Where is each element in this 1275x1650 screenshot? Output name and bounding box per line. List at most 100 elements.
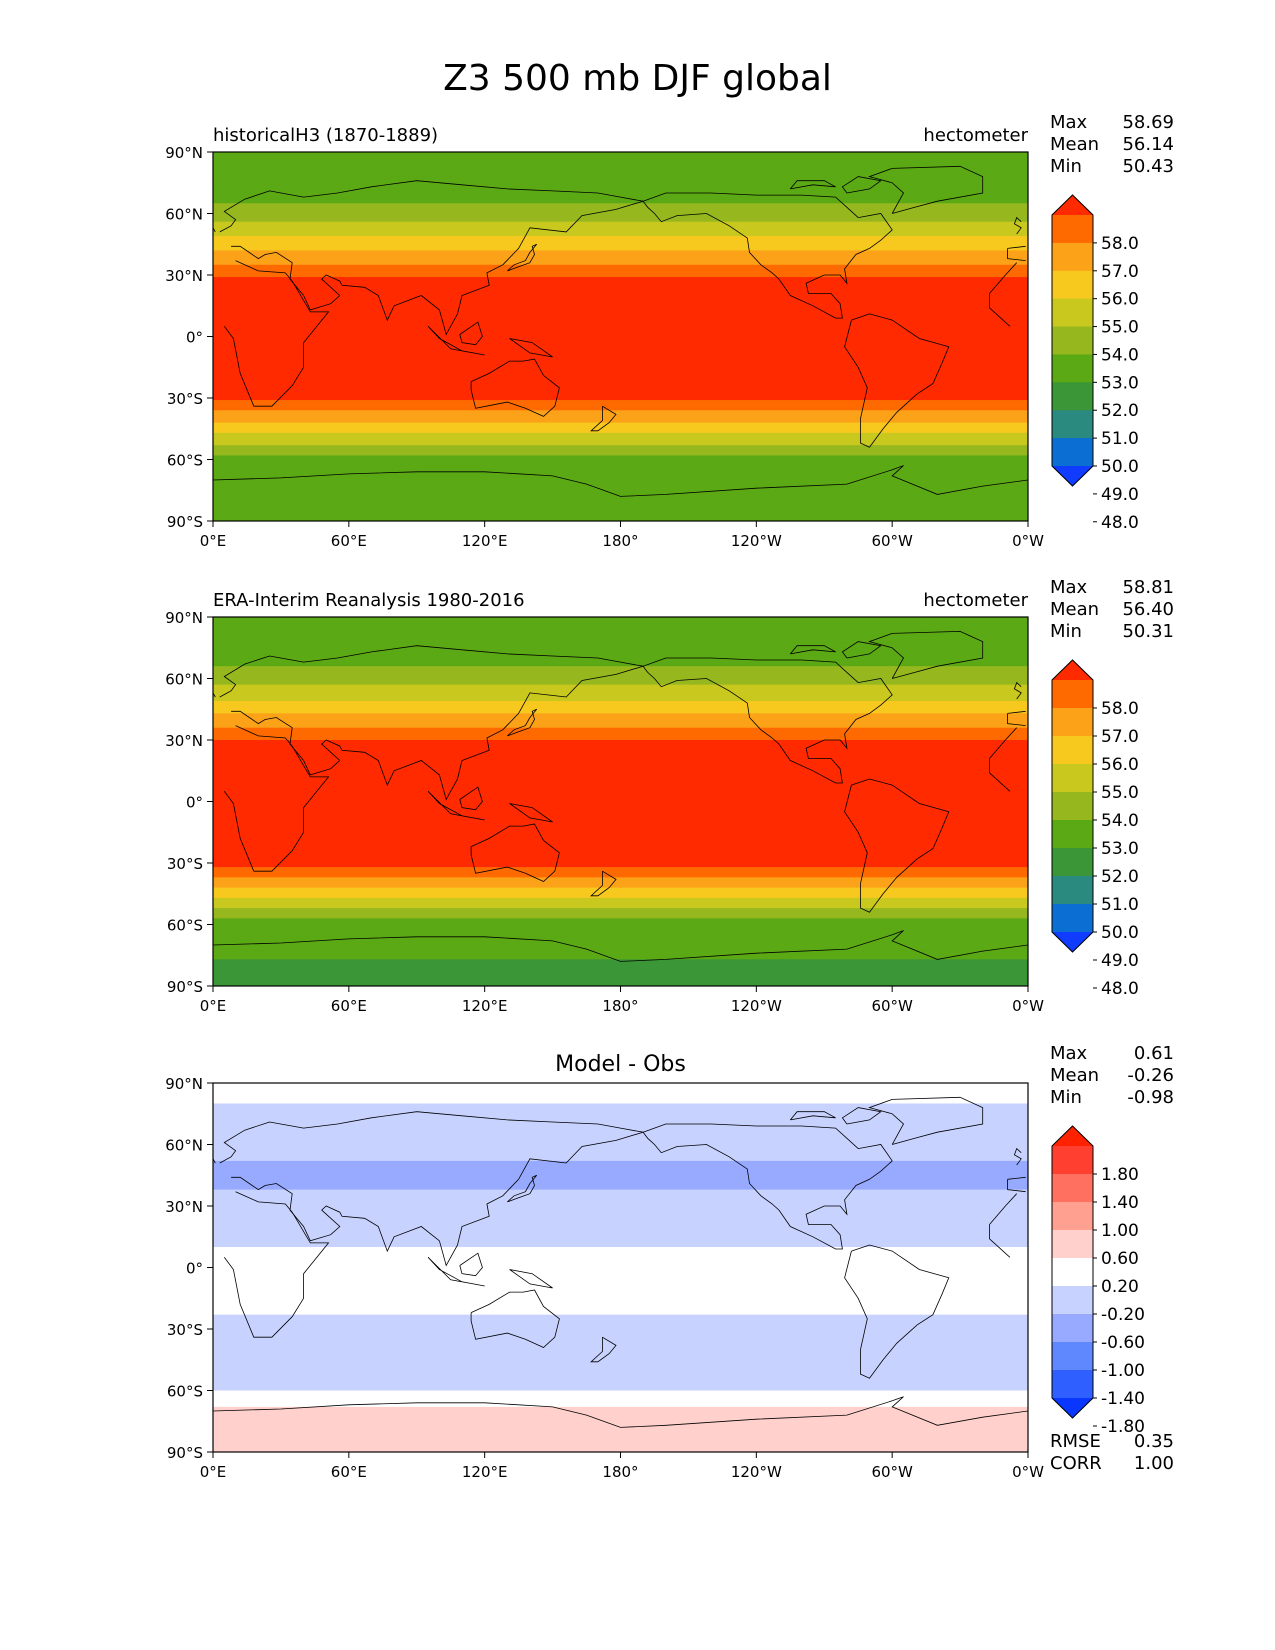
field-band <box>213 717 1028 721</box>
colorbar-segment <box>1052 1146 1093 1175</box>
field-band <box>213 891 1028 895</box>
field-band <box>213 1275 1028 1279</box>
field-band <box>213 922 1028 926</box>
field-band <box>213 252 1028 256</box>
colorbar-tick-label: 57.0 <box>1101 727 1139 747</box>
field-band <box>213 469 1028 473</box>
field-band <box>213 197 1028 200</box>
field-band <box>213 336 1028 340</box>
colorbar-segment <box>1052 904 1093 933</box>
field-band <box>213 809 1028 813</box>
field-band <box>213 1333 1028 1336</box>
colorbar-tick-label: 55.0 <box>1101 783 1139 803</box>
field-band <box>213 1380 1028 1383</box>
field-band <box>213 1406 1028 1410</box>
field-band <box>213 1349 1028 1353</box>
field-band <box>213 422 1028 426</box>
field-band <box>213 414 1028 418</box>
field-band <box>213 750 1028 753</box>
field-band <box>213 916 1028 919</box>
field-band <box>213 473 1028 477</box>
field-band <box>213 1372 1028 1375</box>
field-band <box>213 311 1028 315</box>
field-band <box>213 721 1028 725</box>
stat-value: 56.14 <box>1122 134 1174 155</box>
y-tick-label: 60°N <box>165 671 203 689</box>
field-band <box>213 482 1028 485</box>
field-band <box>213 156 1028 159</box>
colorbar-tick-label: 51.0 <box>1101 429 1139 449</box>
field-band <box>213 789 1028 792</box>
field-band <box>213 1411 1028 1414</box>
field-band <box>213 1281 1028 1285</box>
field-band <box>213 723 1028 727</box>
field-band <box>213 307 1028 311</box>
colorbar-tick-label: 53.0 <box>1101 373 1139 393</box>
field-band <box>213 496 1028 500</box>
field-band <box>213 1343 1028 1346</box>
field-band <box>213 1341 1028 1344</box>
field-band <box>213 303 1028 307</box>
field-band <box>213 190 1028 194</box>
y-tick-label: 60°S <box>167 917 203 935</box>
field-band <box>213 1085 1028 1088</box>
field-band <box>213 629 1028 632</box>
field-band <box>213 277 1028 280</box>
x-tick-label: 60°W <box>871 1463 913 1481</box>
field-band <box>213 490 1028 493</box>
field-band <box>213 275 1028 278</box>
field-band <box>213 510 1028 514</box>
stat-label: Max <box>1050 577 1088 598</box>
field-band <box>213 1345 1028 1349</box>
field-band <box>213 436 1028 440</box>
field-band <box>213 1083 1028 1086</box>
field-band <box>213 973 1028 977</box>
colorbar-segment <box>1052 820 1093 849</box>
coastline <box>507 243 538 272</box>
field-band <box>213 398 1028 401</box>
field-band <box>213 182 1028 186</box>
field-band <box>213 184 1028 188</box>
field-bands <box>213 1083 1028 1452</box>
field-band <box>213 1103 1028 1107</box>
field-band <box>213 621 1028 624</box>
field-band <box>213 873 1028 876</box>
coastline <box>789 645 836 655</box>
field-band <box>213 971 1028 975</box>
field-band <box>213 1244 1028 1248</box>
field-band <box>213 168 1028 172</box>
field-band <box>213 365 1028 368</box>
field-band <box>213 1138 1028 1141</box>
coastline <box>590 870 617 897</box>
field-band <box>213 817 1028 821</box>
colorbar-tick-label: -1.00 <box>1101 1361 1145 1381</box>
y-tick-label: 90°N <box>165 1075 203 1093</box>
field-band <box>213 272 1028 276</box>
colorbar-segment <box>1052 708 1093 737</box>
colorbar-segment <box>1052 298 1093 328</box>
field-bands <box>213 152 1028 521</box>
field-band <box>213 981 1028 985</box>
coastline <box>1007 245 1026 249</box>
x-tick-label: 120°W <box>731 997 782 1015</box>
field-band <box>213 459 1028 463</box>
field-band <box>213 1304 1028 1308</box>
field-band <box>213 1109 1028 1113</box>
field-band <box>213 688 1028 692</box>
colorbar-segment <box>1052 1314 1093 1343</box>
x-tick-label: 0°W <box>1012 1463 1044 1481</box>
coastline <box>219 180 644 336</box>
field-band <box>213 799 1028 803</box>
field-band <box>213 906 1028 909</box>
field-band <box>213 766 1028 770</box>
panel-left-title: ERA-Interim Reanalysis 1980-2016 <box>213 590 525 611</box>
colorbar-tick-label: 1.80 <box>1101 1165 1139 1185</box>
coastline <box>789 180 836 190</box>
field-band <box>213 867 1028 870</box>
field-band <box>213 1421 1028 1424</box>
field-band <box>213 1292 1028 1295</box>
field-band <box>213 383 1028 387</box>
colorbar-tick-label: 53.0 <box>1101 839 1139 859</box>
field-band <box>213 852 1028 856</box>
y-tick-label: 30°N <box>165 732 203 750</box>
